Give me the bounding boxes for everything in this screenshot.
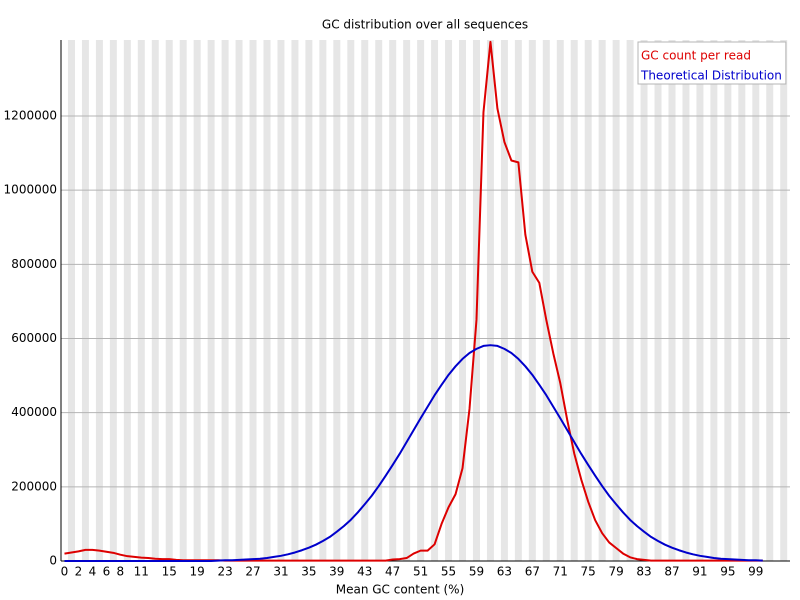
x-tick-label: 35 [301,565,316,579]
background-stripe [612,40,620,561]
x-tick-label: 51 [413,565,428,579]
x-tick-label: 19 [190,565,205,579]
x-axis-label: Mean GC content (%) [336,583,465,597]
background-stripe [305,40,313,561]
x-tick-label: 71 [553,565,568,579]
x-tick-label: 79 [608,565,623,579]
y-tick-label: 800000 [11,257,57,271]
background-stripe [137,40,145,561]
background-stripe [668,40,676,561]
x-tick-label: 91 [692,565,707,579]
legend-box [637,41,787,85]
background-stripe [403,40,411,561]
background-stripe [179,40,187,561]
y-tick-label: 0 [49,554,57,568]
background-stripe [165,40,173,561]
x-tick-label: 67 [525,565,540,579]
legend-label: Theoretical Distribution [640,69,782,83]
x-tick-label: 59 [469,565,484,579]
background-stripe [249,40,257,561]
x-tick-label: 55 [441,565,456,579]
background-stripe [95,40,103,561]
background-stripe [151,40,159,561]
background-stripe [766,40,774,561]
background-stripe [682,40,690,561]
background-stripe [738,40,746,561]
legend: GC count per read Theoretical Distributio… [637,41,787,85]
background-stripe [347,40,355,561]
background-stripe [780,40,788,561]
background-stripe [291,40,299,561]
background-stripe [81,40,89,561]
y-tick-label: 1000000 [4,183,57,197]
x-tick-label: 95 [720,565,735,579]
background-stripe [598,40,606,561]
background-stripe [123,40,131,561]
background-stripe [319,40,327,561]
x-tick-label: 4 [89,565,97,579]
background-stripe [584,40,592,561]
background-stripe [696,40,704,561]
y-tick-label: 600000 [11,331,57,345]
x-tick-label: 2 [75,565,83,579]
background-stripe [109,40,117,561]
x-tick-label: 31 [273,565,288,579]
x-tick-label: 75 [581,565,596,579]
background-stripe [207,40,215,561]
background-stripe [221,40,229,561]
x-tick-label: 99 [748,565,763,579]
chart-title: GC distribution over all sequences [322,18,528,32]
background-stripe [752,40,760,561]
background-stripe [500,40,508,561]
y-tick-label: 200000 [11,479,57,493]
background-stripe [235,40,243,561]
data-line [64,344,763,562]
x-tick-label: 23 [217,565,232,579]
x-tick-label: 11 [134,565,149,579]
background-stripe [193,40,201,561]
x-tick-label: 27 [245,565,260,579]
background-stripe [556,40,564,561]
x-tick-label: 63 [497,565,512,579]
background-stripe [67,40,75,561]
background-stripe [710,40,718,561]
background-stripe [417,40,425,561]
background-stripe [570,40,578,561]
background-stripe [277,40,285,561]
x-tick-label: 87 [664,565,679,579]
background-stripe [459,40,466,561]
background-stripe [542,40,550,561]
background-stripe [389,40,397,561]
background-stripe [654,40,662,561]
background-stripe [333,40,341,561]
x-tick-label: 0 [61,565,69,579]
x-tick-label: 6 [103,565,111,579]
background-stripe [486,40,494,561]
background-stripe [445,40,453,561]
background-stripe [431,40,439,561]
background-stripe [626,40,634,561]
x-tick-label: 47 [385,565,400,579]
background-stripe [640,40,648,561]
background-stripe [375,40,383,561]
x-tick-label: 15 [162,565,177,579]
x-tick-label: 8 [117,565,125,579]
background-stripe [528,40,536,561]
background-stripe [724,40,732,561]
y-tick-label: 400000 [11,405,57,419]
background-stripe [361,40,369,561]
x-tick-label: 83 [636,565,651,579]
background-stripe [263,40,271,561]
y-tick-label: 1200000 [4,109,57,123]
background-stripe [514,40,522,561]
legend-label: GC count per read [641,49,751,63]
x-tick-label: 39 [329,565,344,579]
x-tick-label: 43 [357,565,372,579]
